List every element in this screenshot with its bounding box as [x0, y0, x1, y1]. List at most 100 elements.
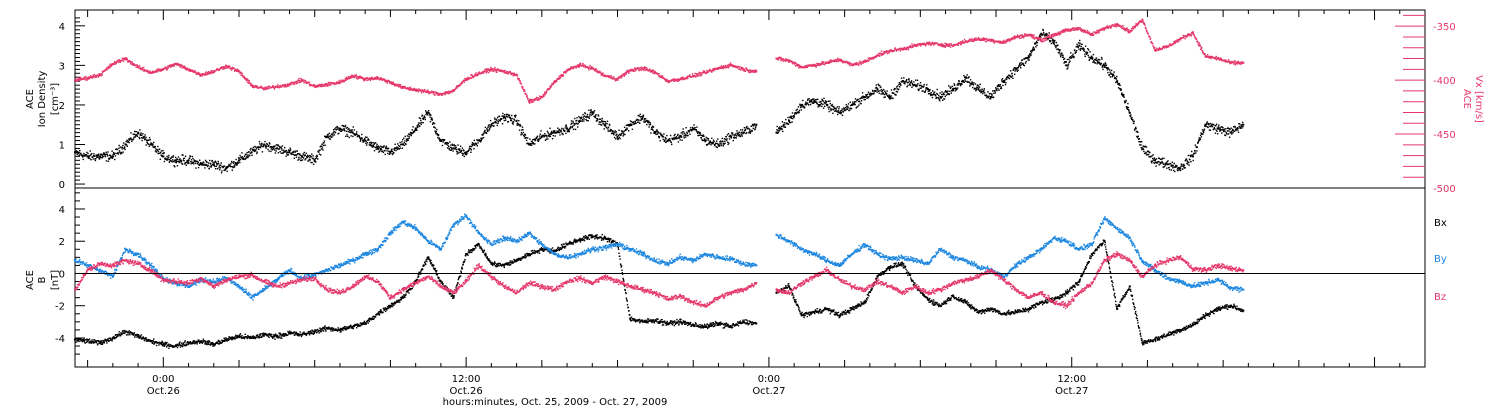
- top-black-sample: [974, 88, 976, 90]
- top-pink-sample: [712, 68, 715, 70]
- top-black-sample: [684, 132, 686, 135]
- top-pink-sample: [534, 98, 537, 101]
- top-black-sample: [661, 134, 663, 136]
- top-black-sample: [824, 100, 827, 102]
- top-black-sample: [888, 94, 890, 96]
- top-black-sample: [793, 115, 795, 117]
- top-pink-sample: [577, 65, 579, 68]
- top-black-sample: [141, 139, 143, 142]
- top-black-sample: [1000, 86, 1002, 88]
- top-black-sample: [443, 139, 446, 141]
- top-black-sample: [138, 132, 140, 135]
- top-black-sample: [900, 84, 902, 86]
- top-black-sample: [576, 119, 578, 122]
- top-black-sample: [424, 117, 426, 119]
- top-pink-sample: [102, 71, 104, 74]
- top-black-sample: [727, 143, 729, 146]
- top-black-sample: [953, 83, 955, 85]
- top-black-sample: [697, 132, 699, 134]
- top-black-point: [775, 131, 778, 134]
- top-pink-sample: [666, 79, 668, 81]
- top-black-sample: [252, 149, 254, 152]
- top-pink-sample: [75, 80, 78, 82]
- top-pink-sample: [474, 73, 477, 75]
- top-black-sample: [564, 130, 566, 132]
- top-black-sample: [1107, 68, 1110, 70]
- top-pink-sample: [409, 86, 412, 88]
- top-pink-sample: [491, 68, 493, 70]
- top-pink-sample: [358, 77, 361, 79]
- top-black-sample: [1102, 68, 1104, 71]
- top-black-sample: [963, 81, 965, 83]
- top-black-sample: [638, 121, 640, 123]
- top-black-sample: [782, 125, 784, 127]
- top-pink-sample: [239, 72, 242, 74]
- top-black-sample: [220, 172, 223, 174]
- top-pink-point: [477, 72, 480, 75]
- top-pink-sample: [652, 72, 654, 74]
- top-black-sample: [932, 93, 935, 96]
- top-black-sample: [1161, 157, 1164, 160]
- top-black-sample: [452, 144, 454, 147]
- top-pink-sample: [189, 70, 191, 72]
- top-pink-sample: [308, 81, 310, 83]
- top-black-sample: [184, 155, 187, 157]
- top-black-sample: [598, 123, 600, 125]
- top-black-sample: [488, 128, 491, 130]
- top-pink-sample: [617, 77, 620, 79]
- top-black-sample: [159, 158, 161, 160]
- top-pink-sample: [365, 79, 367, 81]
- top-black-sample: [643, 117, 646, 120]
- top-black-sample: [923, 85, 925, 87]
- top-black-sample: [548, 133, 550, 135]
- top-pink-sample: [312, 84, 315, 86]
- top-pink-sample: [210, 71, 212, 73]
- top-black-sample: [1020, 61, 1022, 64]
- top-black-sample: [672, 138, 675, 140]
- top-pink-sample: [78, 79, 80, 81]
- top-pink-sample: [699, 74, 701, 76]
- top-black-sample: [683, 135, 685, 137]
- top-black-sample: [1202, 131, 1205, 134]
- top-pink-sample: [367, 79, 369, 82]
- top-black-sample: [750, 125, 753, 127]
- top-black-sample: [1106, 69, 1109, 71]
- top-pink-sample: [727, 64, 729, 66]
- top-black-sample: [711, 141, 713, 144]
- top-black-sample: [1073, 56, 1075, 58]
- top-black-sample: [610, 132, 613, 135]
- top-black-sample: [1162, 163, 1165, 165]
- top-black-sample: [107, 151, 109, 153]
- top-black-sample: [1123, 96, 1125, 98]
- top-pink-sample: [130, 63, 132, 65]
- top-black-sample: [971, 83, 973, 85]
- top-black-sample: [378, 151, 380, 153]
- top-black-sample: [1147, 151, 1149, 153]
- top-black-sample: [862, 95, 864, 97]
- top-black-sample: [1092, 57, 1094, 59]
- top-black-sample: [375, 146, 377, 149]
- top-pink-sample: [538, 97, 540, 100]
- top-pink-sample: [139, 68, 141, 70]
- top-black-sample: [866, 95, 868, 97]
- top-pink-sample: [231, 66, 233, 69]
- top-black-point: [1128, 111, 1131, 114]
- top-black-sample: [813, 98, 815, 100]
- top-pink-sample: [386, 81, 389, 83]
- top-pink-sample: [422, 90, 424, 92]
- top-pink-sample: [633, 68, 636, 70]
- top-black-sample: [398, 148, 400, 150]
- top-black-sample: [410, 134, 412, 137]
- top-black-sample: [1157, 160, 1159, 163]
- top-pink-sample: [752, 71, 754, 73]
- top-black-point: [939, 96, 942, 98]
- top-black-sample: [83, 152, 85, 155]
- top-black-sample: [423, 115, 425, 117]
- top-black-sample: [136, 134, 138, 137]
- top-pink-sample: [356, 77, 358, 80]
- top-pink-sample: [523, 90, 525, 93]
- top-pink-sample: [427, 89, 429, 91]
- top-black-sample: [860, 102, 862, 105]
- top-black-sample: [316, 154, 318, 157]
- top-black-sample: [491, 123, 493, 125]
